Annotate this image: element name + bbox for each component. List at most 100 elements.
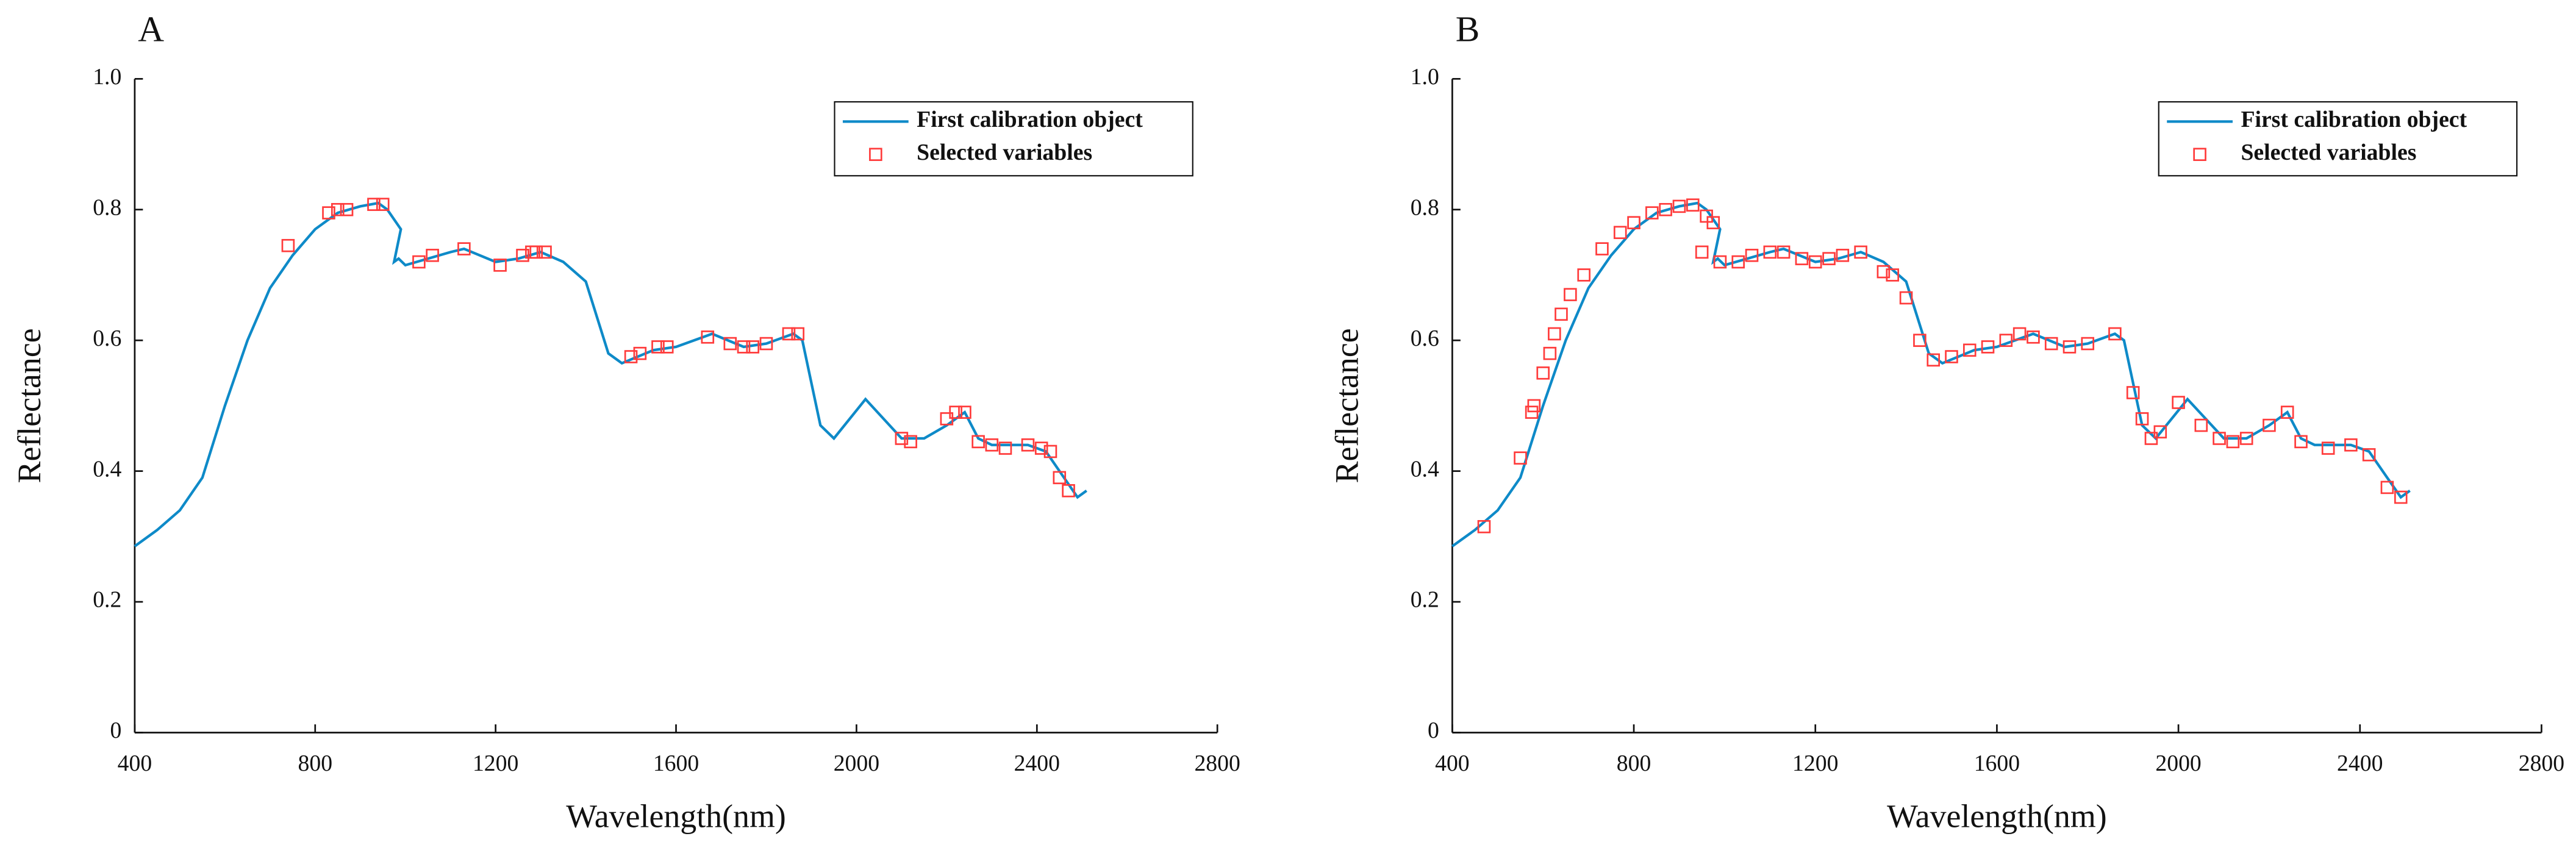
legend-marker xyxy=(2193,148,2206,162)
selected-point xyxy=(1034,441,1048,455)
y-tick-label: 0.4 xyxy=(93,456,121,482)
selected-point xyxy=(1731,255,1745,269)
selected-point xyxy=(2044,337,2058,351)
selected-point xyxy=(1627,216,1640,229)
selected-point xyxy=(985,438,999,452)
y-axis-label: Reflectance xyxy=(11,328,48,483)
selected-point xyxy=(746,340,760,354)
selected-point xyxy=(1808,255,1822,269)
x-tick-label: 1600 xyxy=(653,751,699,776)
selected-point xyxy=(1945,350,1958,363)
selected-point xyxy=(1564,288,1577,301)
selected-point xyxy=(1021,438,1035,452)
selected-point xyxy=(516,249,529,262)
x-tick-label: 400 xyxy=(118,751,152,776)
selected-point xyxy=(2394,490,2408,504)
selected-point xyxy=(2153,425,2167,439)
selected-point xyxy=(759,337,773,351)
selected-point xyxy=(2362,448,2376,462)
selected-point xyxy=(1899,291,1913,305)
panel-label: A xyxy=(138,9,164,49)
selected-point xyxy=(2135,412,2149,426)
x-tick-label: 2400 xyxy=(2337,751,2383,776)
x-tick-label: 2400 xyxy=(1014,751,1060,776)
selected-point xyxy=(949,405,962,419)
selected-point xyxy=(1913,334,1927,347)
selected-point xyxy=(904,435,917,449)
selected-point xyxy=(1981,340,1995,354)
selected-point xyxy=(426,249,439,262)
selected-point xyxy=(1776,245,1791,259)
selected-point xyxy=(1877,265,1891,279)
selected-point xyxy=(2012,327,2027,341)
y-tick-label: 1.0 xyxy=(93,64,121,90)
selected-point xyxy=(2063,340,2077,354)
selected-point xyxy=(538,245,552,259)
selected-point xyxy=(412,255,426,269)
selected-point xyxy=(1577,268,1590,282)
selected-point xyxy=(1962,343,1977,357)
selected-point xyxy=(1595,242,1609,255)
selected-point xyxy=(895,432,909,445)
selected-point xyxy=(737,340,751,354)
selected-point xyxy=(2380,480,2394,494)
selected-point xyxy=(998,441,1012,455)
selected-point xyxy=(651,340,665,354)
selected-point xyxy=(2239,432,2253,445)
x-tick-label: 1200 xyxy=(1792,751,1838,776)
selected-point xyxy=(2280,405,2294,419)
selected-point xyxy=(1062,484,1075,498)
selected-point xyxy=(1536,366,1550,380)
selected-point xyxy=(457,242,471,255)
x-axis-label: Wavelength(nm) xyxy=(1887,798,2107,835)
selected-point xyxy=(2213,432,2226,445)
selected-point xyxy=(2027,330,2040,344)
selected-point xyxy=(2263,418,2276,432)
selected-point xyxy=(1613,226,1627,240)
selected-point xyxy=(1999,334,2013,347)
y-tick-label: 0.2 xyxy=(1411,587,1439,613)
selected-point xyxy=(1543,346,1557,360)
selected-point xyxy=(340,202,354,216)
selected-point xyxy=(367,198,381,211)
selected-point xyxy=(2081,337,2095,351)
x-axis-label: Wavelength(nm) xyxy=(566,798,786,835)
x-tick-label: 2800 xyxy=(1194,751,1240,776)
selected-point xyxy=(2294,435,2308,449)
selected-point xyxy=(723,337,737,351)
legend-box xyxy=(2158,101,2518,177)
y-tick-label: 0 xyxy=(1428,718,1439,743)
selected-point xyxy=(1745,249,1759,262)
selected-point xyxy=(1695,245,1709,259)
selected-point xyxy=(2321,441,2335,455)
selected-point xyxy=(1053,471,1067,485)
y-tick-label: 0.6 xyxy=(1411,326,1439,351)
y-tick-label: 0.8 xyxy=(93,195,121,220)
selected-point xyxy=(281,238,295,252)
legend-label: Selected variables xyxy=(2241,140,2416,165)
selected-point xyxy=(958,405,971,419)
selected-point xyxy=(1822,252,1836,265)
selected-point xyxy=(1763,245,1777,259)
selected-point xyxy=(1836,249,1850,262)
selected-point xyxy=(1477,519,1491,534)
selected-point xyxy=(1672,199,1686,213)
selected-point xyxy=(782,327,796,341)
selected-point xyxy=(1686,198,1700,212)
selected-point xyxy=(376,198,390,211)
y-tick-label: 0 xyxy=(110,718,121,743)
selected-point xyxy=(1854,245,1867,259)
selected-point xyxy=(1795,252,1809,265)
selected-point xyxy=(1706,216,1720,229)
selected-point xyxy=(1713,255,1727,269)
x-tick-label: 1600 xyxy=(1974,751,2020,776)
panel-label: B xyxy=(1456,9,1480,49)
y-axis-label: Reflectance xyxy=(1329,328,1365,483)
legend-marker xyxy=(869,148,882,162)
legend-label: First calibration object xyxy=(2241,107,2467,132)
selected-point xyxy=(1043,444,1057,459)
spectrum-line xyxy=(134,201,1087,548)
selected-point xyxy=(1527,399,1541,413)
selected-point xyxy=(1555,307,1568,321)
